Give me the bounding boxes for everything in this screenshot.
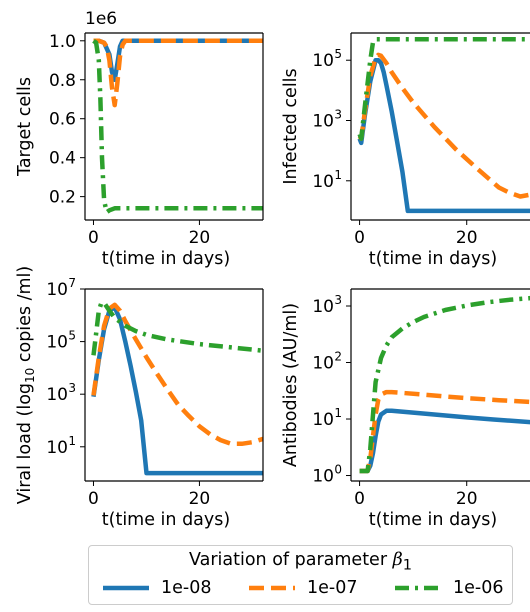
- legend-title-text: Variation of parameter: [189, 550, 393, 570]
- x-tick-label: 0: [354, 489, 365, 509]
- y-tick-label: 10: [312, 467, 334, 487]
- y-tick-label: 10: [312, 172, 334, 192]
- y-tick-exponent: 0: [334, 463, 342, 477]
- y-tick-label: 10: [312, 112, 334, 132]
- y-axis-label: Antibodies (AU/ml): [281, 303, 301, 467]
- y-axis-label: Infected cells: [281, 68, 301, 184]
- series-line-solid: [359, 408, 530, 474]
- legend-swatch-dashdot: [395, 585, 441, 591]
- y-tick-label: 10: [312, 354, 334, 374]
- y-tick-label: 1.0: [49, 32, 76, 52]
- y-tick-label: 10: [312, 410, 334, 430]
- x-tick-label: 20: [456, 228, 478, 248]
- series-line-solid: [357, 57, 530, 214]
- x-tick-label: 0: [88, 228, 99, 248]
- y-tick-label: 10: [46, 333, 68, 353]
- legend-label: 1e-07: [307, 578, 358, 598]
- y-tick-label: 0.8: [49, 71, 76, 91]
- y-tick-label: 10: [46, 280, 68, 300]
- legend-swatch-dashed: [249, 585, 295, 591]
- series-line-dashdot: [92, 38, 263, 215]
- y-tick-exponent: 3: [334, 108, 342, 122]
- x-tick-label: 20: [189, 489, 211, 509]
- y-tick-exponent: 1: [334, 168, 342, 182]
- y-tick-exponent: 7: [68, 276, 76, 290]
- y-tick-label: 0.4: [49, 149, 76, 169]
- legend-swatch-solid: [103, 585, 149, 591]
- y-tick-label: 0.2: [49, 188, 76, 208]
- x-axis-label: t(time in days): [102, 249, 230, 269]
- legend-title-symbol: β: [392, 550, 403, 570]
- series-line-dashdot: [357, 36, 530, 141]
- y-axis-label: Target cells: [15, 77, 35, 177]
- y-tick-exponent: 2: [334, 350, 342, 364]
- legend-label: 1e-06: [453, 578, 504, 598]
- legend-label: 1e-08: [161, 578, 212, 598]
- series-line-dashdot: [359, 295, 530, 474]
- y-tick-exponent: 5: [68, 329, 76, 343]
- x-tick-label: 20: [189, 228, 211, 248]
- y-tick-label: 10: [312, 297, 334, 317]
- x-tick-label: 0: [88, 489, 99, 509]
- x-axis-label: t(time in days): [369, 510, 497, 530]
- legend-title: Variation of parameter β1: [89, 550, 512, 574]
- series-line-dashed: [91, 302, 263, 447]
- axis-offset-text: 1e6: [85, 9, 117, 29]
- chart-target-cells: 0 20 0.2 0.4 0.6 0.8 1.0 1e6 t(time in days) Targ…: [15, 9, 264, 269]
- series-line-dashed: [93, 38, 263, 108]
- x-tick-label: 20: [456, 489, 478, 509]
- y-tick-exponent: 3: [68, 381, 76, 395]
- y-tick-label: 10: [46, 385, 68, 405]
- y-tick-label: 0.6: [49, 110, 76, 130]
- x-tick-label: 0: [354, 228, 365, 248]
- y-axis-label: Viral load (log10 copies /ml): [15, 266, 37, 505]
- y-tick-exponent: 5: [334, 47, 342, 61]
- series-line-dashdot: [91, 300, 263, 356]
- legend-entry-1e-08: 1e-08: [101, 576, 211, 600]
- legend-entry-1e-06: 1e-06: [393, 576, 503, 600]
- y-tick-label: 10: [46, 438, 68, 458]
- y-tick-exponent: 1: [334, 406, 342, 420]
- series-line-dashed: [357, 52, 530, 199]
- y-tick-exponent: 1: [68, 434, 76, 448]
- x-axis-label: t(time in days): [102, 510, 230, 530]
- series-line-solid: [91, 305, 263, 476]
- legend-title-subscript: 1: [402, 556, 412, 574]
- legend: Variation of parameter β1 1e-08 1e-07 1e…: [88, 545, 513, 605]
- y-tick-exponent: 3: [334, 293, 342, 307]
- series-line-dashed: [359, 389, 530, 474]
- x-axis-label: t(time in days): [369, 249, 497, 269]
- legend-entry-1e-07: 1e-07: [247, 576, 357, 600]
- y-tick-label: 10: [312, 51, 334, 71]
